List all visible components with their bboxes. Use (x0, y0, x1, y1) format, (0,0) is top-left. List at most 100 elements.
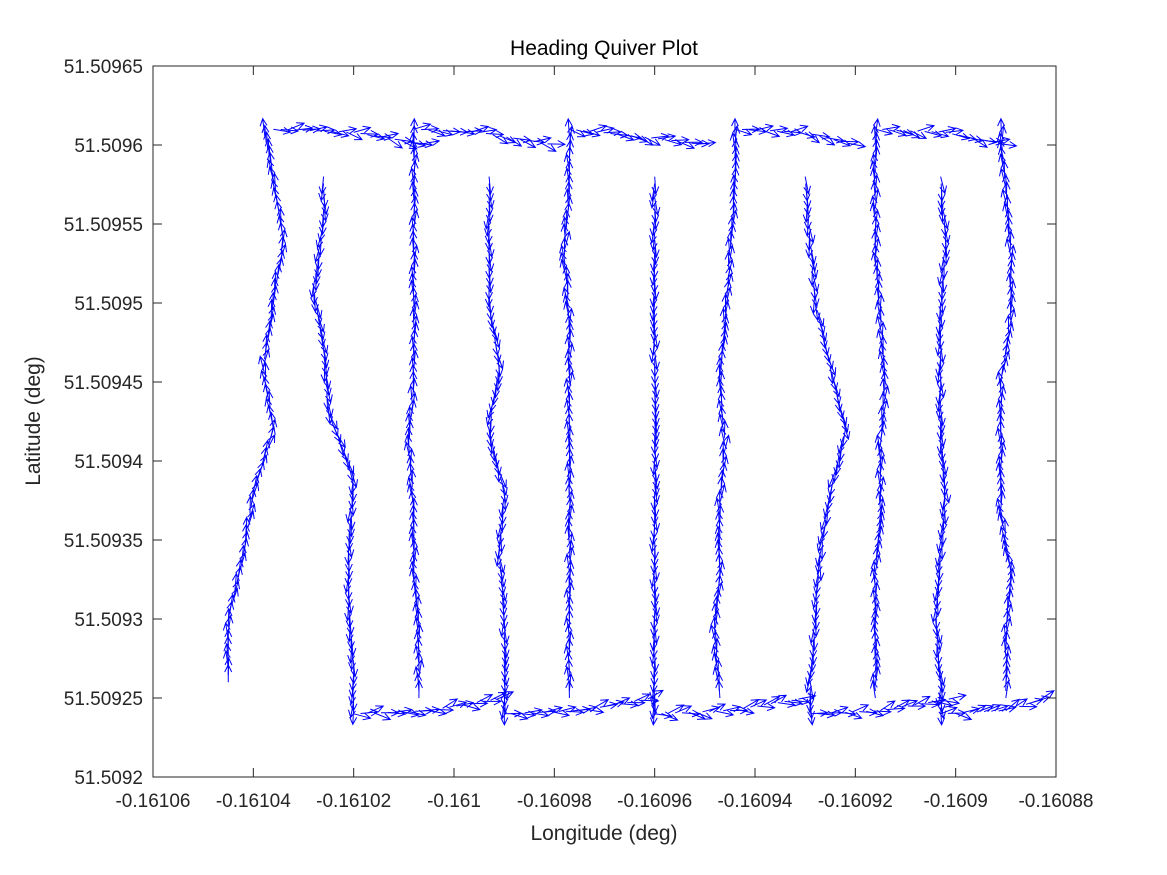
heading-arrow (531, 710, 550, 719)
heading-arrow (797, 131, 816, 139)
heading-arrow (560, 223, 569, 242)
heading-arrow (565, 426, 574, 446)
heading-arrow (559, 251, 567, 270)
heading-arrow (882, 123, 901, 132)
heading-arrow (935, 359, 944, 378)
y-tick-label: 51.50945 (64, 373, 143, 394)
heading-arrow (266, 158, 275, 177)
heading-arrow (569, 128, 587, 138)
heading-arrow (276, 207, 285, 226)
heading-arrow (493, 373, 502, 392)
heading-arrow (374, 712, 392, 721)
heading-arrow (270, 179, 278, 198)
heading-arrow (462, 703, 481, 712)
heading-arrow (563, 300, 571, 319)
heading-arrow (651, 132, 670, 141)
heading-arrow (409, 307, 418, 326)
heading-arrow (323, 371, 332, 390)
heading-arrow (819, 135, 836, 146)
heading-arrow (491, 323, 500, 342)
heading-arrow (562, 208, 571, 228)
heading-arrow (725, 237, 733, 256)
heading-arrow (551, 710, 571, 718)
heading-arrow (498, 569, 507, 588)
heading-arrow (711, 602, 720, 621)
heading-arrow (649, 688, 658, 707)
heading-arrow (267, 165, 276, 184)
heading-arrow (875, 489, 884, 509)
heading-arrow (932, 583, 941, 603)
heading-arrow (492, 134, 509, 145)
heading-arrow (651, 694, 659, 714)
heading-arrow (576, 128, 595, 137)
heading-arrow (712, 637, 721, 656)
heading-arrow (524, 707, 543, 716)
heading-arrow (225, 614, 234, 634)
heading-arrow (1032, 695, 1051, 703)
heading-arrow (876, 525, 884, 544)
heading-arrow (878, 454, 886, 474)
heading-arrow (940, 706, 958, 715)
heading-arrow (827, 366, 836, 385)
heading-arrow (563, 187, 572, 207)
heading-arrow (649, 190, 657, 209)
heading-arrow (651, 478, 660, 497)
heading-arrow (348, 476, 357, 496)
heading-arrow (1039, 690, 1055, 701)
heading-arrow (872, 131, 881, 151)
heading-arrow (809, 253, 818, 272)
heading-arrow (936, 436, 945, 455)
heading-arrow (940, 457, 949, 476)
heading-arrow (401, 709, 420, 718)
heading-arrow (675, 705, 693, 714)
heading-arrow (649, 707, 658, 726)
heading-arrow (657, 133, 677, 142)
heading-arrow (321, 196, 330, 216)
heading-arrow (563, 665, 572, 685)
heading-arrow (649, 309, 658, 329)
heading-arrow (877, 504, 886, 523)
heading-arrow (422, 138, 441, 146)
heading-arrow (852, 704, 870, 713)
heading-arrow (887, 704, 906, 713)
quiver-arrows (222, 117, 1055, 727)
heading-arrow (826, 135, 845, 144)
heading-arrow (413, 122, 432, 130)
heading-arrow (649, 267, 658, 287)
heading-arrow (353, 712, 372, 721)
heading-arrow (411, 209, 420, 228)
heading-arrow (497, 691, 515, 700)
heading-arrow (1001, 539, 1010, 558)
heading-arrow (698, 139, 717, 148)
heading-arrow (941, 506, 949, 526)
heading-arrow (931, 130, 950, 139)
heading-arrow (790, 124, 809, 133)
heading-arrow (736, 707, 755, 716)
heading-arrow (501, 668, 510, 687)
heading-arrow (1002, 665, 1011, 685)
x-tick-label: -0.16092 (818, 791, 893, 812)
heading-arrow (836, 443, 845, 462)
heading-arrow (346, 131, 364, 141)
heading-arrow (652, 597, 661, 617)
heading-arrow (732, 124, 741, 144)
heading-arrow (367, 705, 385, 714)
heading-arrow (564, 117, 573, 137)
heading-arrow (633, 693, 651, 702)
heading-arrow (321, 350, 330, 369)
heading-arrow (347, 511, 356, 531)
heading-arrow (997, 489, 1006, 509)
heading-arrow (485, 130, 505, 139)
heading-arrow (652, 415, 660, 434)
heading-arrow (972, 137, 989, 148)
heading-arrow (347, 631, 355, 650)
heading-arrow (872, 117, 881, 137)
heading-arrow (872, 658, 881, 677)
heading-arrow (563, 272, 572, 291)
heading-arrow (651, 281, 660, 301)
heading-arrow (223, 642, 232, 662)
heading-arrow (540, 142, 557, 152)
heading-arrow (936, 302, 944, 322)
heading-arrow (684, 138, 704, 147)
